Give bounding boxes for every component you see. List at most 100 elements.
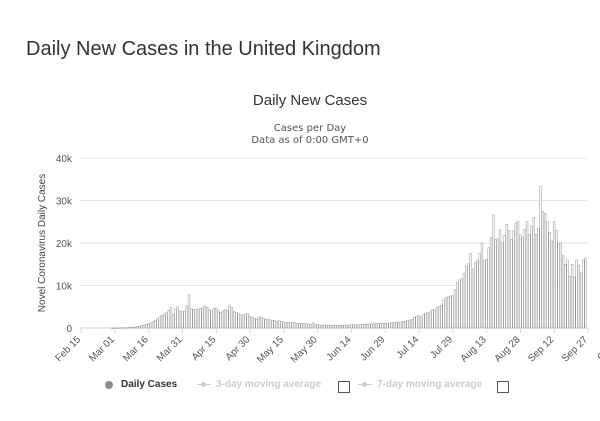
legend-item-7-day-average[interactable]: 7-day moving average [358, 379, 482, 390]
bar[interactable] [314, 323, 317, 329]
bar[interactable] [298, 323, 301, 329]
bar[interactable] [555, 230, 558, 329]
bar[interactable] [201, 307, 204, 329]
bar[interactable] [149, 322, 152, 329]
bar[interactable] [552, 221, 556, 329]
bar[interactable] [548, 232, 551, 329]
bar[interactable] [449, 295, 452, 329]
bar[interactable] [543, 213, 547, 329]
bar[interactable] [370, 323, 373, 329]
bar[interactable] [163, 313, 166, 329]
bar[interactable] [392, 322, 396, 329]
bar[interactable] [514, 222, 517, 329]
bar[interactable] [424, 312, 427, 329]
bar[interactable] [440, 305, 443, 329]
bar[interactable] [361, 324, 364, 329]
bar[interactable] [118, 327, 121, 329]
bar[interactable] [151, 321, 155, 329]
bar[interactable] [316, 324, 319, 329]
bar[interactable] [451, 295, 454, 329]
bar[interactable] [273, 320, 276, 329]
bar[interactable] [136, 326, 139, 329]
bar[interactable] [257, 316, 261, 329]
bar[interactable] [386, 323, 389, 329]
bar[interactable] [187, 294, 191, 329]
bar[interactable] [453, 289, 457, 329]
bar[interactable] [397, 321, 400, 329]
bar[interactable] [350, 324, 353, 329]
bar[interactable] [289, 322, 292, 329]
bar[interactable] [383, 323, 387, 329]
bar[interactable] [311, 322, 315, 329]
bar[interactable] [447, 296, 450, 329]
bar[interactable] [131, 326, 134, 329]
bar[interactable] [255, 318, 258, 329]
bar[interactable] [537, 227, 540, 329]
bar[interactable] [368, 323, 371, 329]
bar[interactable] [323, 324, 326, 329]
bar[interactable] [305, 323, 308, 329]
bar[interactable] [474, 262, 477, 329]
bar[interactable] [571, 264, 574, 329]
bar[interactable] [343, 324, 346, 329]
bar[interactable] [203, 305, 206, 329]
bar[interactable] [347, 324, 351, 329]
bar[interactable] [374, 323, 378, 329]
bar[interactable] [372, 323, 375, 329]
bar[interactable] [280, 321, 283, 329]
bar[interactable] [192, 309, 195, 329]
bar[interactable] [505, 224, 508, 329]
toggle-3-day-average-checkbox[interactable] [338, 381, 350, 393]
bar[interactable] [573, 276, 576, 329]
bar[interactable] [494, 239, 497, 329]
bar[interactable] [539, 185, 542, 329]
bar[interactable] [580, 272, 583, 329]
bar[interactable] [519, 234, 522, 329]
bar[interactable] [327, 325, 330, 329]
bar[interactable] [185, 305, 188, 329]
bar[interactable] [208, 309, 211, 329]
bar[interactable] [341, 325, 344, 329]
bar[interactable] [413, 317, 416, 329]
bar[interactable] [140, 325, 143, 329]
bar[interactable] [442, 299, 445, 329]
bar[interactable] [239, 314, 243, 329]
bar[interactable] [568, 275, 571, 329]
bar[interactable] [264, 319, 267, 329]
bar[interactable] [212, 308, 215, 329]
bar[interactable] [381, 323, 384, 329]
bar[interactable] [395, 322, 398, 329]
bar[interactable] [577, 264, 581, 329]
bar[interactable] [336, 325, 339, 329]
bar[interactable] [334, 325, 337, 329]
bar[interactable] [233, 311, 236, 329]
bar[interactable] [165, 312, 168, 329]
bar[interactable] [196, 308, 200, 329]
bar[interactable] [332, 325, 335, 329]
bar[interactable] [429, 311, 432, 329]
bar[interactable] [478, 253, 481, 329]
bar[interactable] [377, 323, 380, 329]
bar[interactable] [338, 325, 342, 329]
bar[interactable] [172, 314, 175, 329]
bar[interactable] [190, 308, 193, 329]
bar[interactable] [516, 221, 520, 329]
bar[interactable] [111, 327, 114, 329]
bar[interactable] [248, 315, 252, 329]
bar[interactable] [133, 326, 137, 329]
bar[interactable] [228, 305, 231, 329]
bar[interactable] [354, 324, 357, 329]
bar[interactable] [510, 238, 513, 329]
bar[interactable] [183, 310, 186, 329]
bar[interactable] [492, 214, 495, 329]
bar[interactable] [469, 253, 472, 329]
bar[interactable] [293, 322, 297, 329]
bar[interactable] [145, 323, 148, 329]
bar[interactable] [399, 321, 402, 329]
bar[interactable] [550, 240, 553, 329]
bar[interactable] [181, 311, 184, 329]
toggle-7-day-average-checkbox[interactable] [497, 381, 509, 393]
bar[interactable] [402, 321, 405, 329]
bar[interactable] [221, 310, 224, 329]
bar[interactable] [404, 320, 407, 329]
